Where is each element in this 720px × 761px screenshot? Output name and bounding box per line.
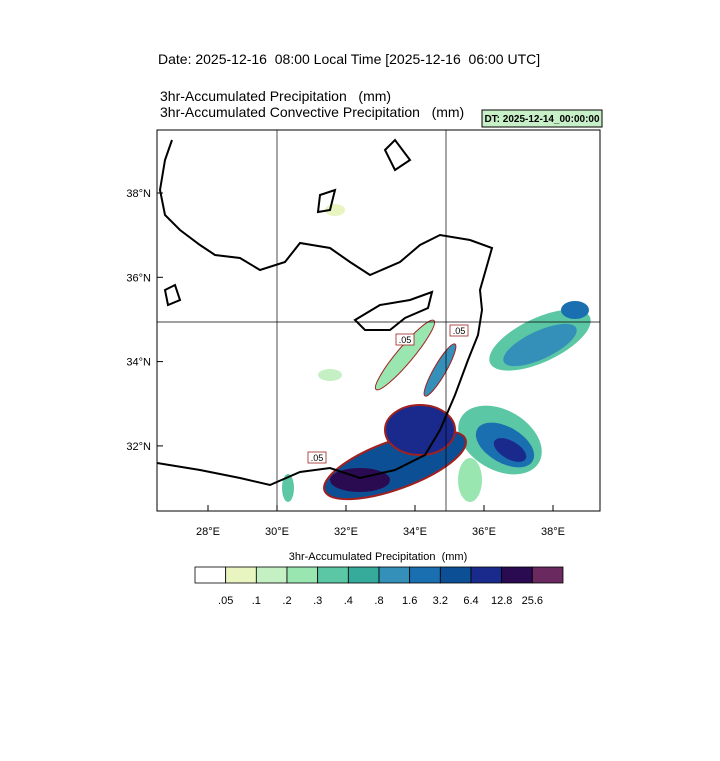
colorbar-label: .1 (252, 595, 261, 607)
variable-title: 3hr-Accumulated Precipitation (mm) (160, 88, 391, 104)
colorbar-label: 25.6 (522, 595, 543, 607)
lon-label: 30°E (265, 526, 289, 538)
lon-label: 38°E (541, 526, 565, 538)
colorbar-label: 3.2 (433, 595, 448, 607)
date-line: Date: 2025-12-16 08:00 Local Time [2025-… (158, 51, 540, 67)
colorbar-box (286, 566, 319, 584)
colorbar-box (317, 566, 349, 584)
contour-label: .05 (453, 326, 466, 336)
colorbar-title: 3hr-Accumulated Precipitation (mm) (289, 551, 468, 563)
lat-label: 34°N (126, 357, 151, 369)
colorbar-box (531, 566, 564, 584)
dt-box (481, 109, 603, 128)
colorbar-label: .8 (374, 595, 383, 607)
lon-label: 34°E (403, 526, 427, 538)
precipitation (282, 204, 591, 502)
colorbar-label: 6.4 (463, 595, 478, 607)
colorbar-box (255, 566, 288, 584)
colorbar-box (470, 566, 503, 584)
contour-label: .05 (311, 453, 324, 463)
colorbar-box (501, 566, 533, 584)
map (156, 129, 601, 512)
contour-label: .05 (399, 335, 412, 345)
contour-label-box (395, 333, 415, 346)
lon-label: 28°E (196, 526, 220, 538)
lat-label: 38°N (126, 188, 151, 200)
colorbar-box (194, 566, 227, 584)
colorbar-label: 1.6 (402, 595, 417, 607)
colorbar-label: 12.8 (491, 595, 512, 607)
colorbar-box (409, 566, 441, 584)
colorbar-box (347, 566, 380, 584)
colorbar-box (378, 566, 411, 584)
colorbar-label: .4 (344, 595, 353, 607)
colorbar-box (439, 566, 472, 584)
lat-label: 36°N (126, 272, 151, 284)
variable-title: 3hr-Accumulated Convective Precipitation… (160, 104, 464, 120)
colorbar-label: .05 (218, 595, 233, 607)
contour-label-box (449, 324, 469, 337)
labels: 28°E 30°E 32°E 34°E 36°E 38°E 38°N 36°N 34°N 32°N… (126, 188, 565, 607)
lon-label: 32°E (334, 526, 358, 538)
colorbar-label: .3 (313, 595, 322, 607)
lon-label: 36°E (472, 526, 496, 538)
coastline (157, 138, 494, 487)
colorbar-label: .2 (282, 595, 291, 607)
colorbar-box (225, 566, 257, 584)
dt-label: DT: 2025-12-14_00:00:00 (484, 114, 600, 125)
lat-label: 32°N (126, 441, 151, 453)
contour-label-box (307, 451, 327, 464)
